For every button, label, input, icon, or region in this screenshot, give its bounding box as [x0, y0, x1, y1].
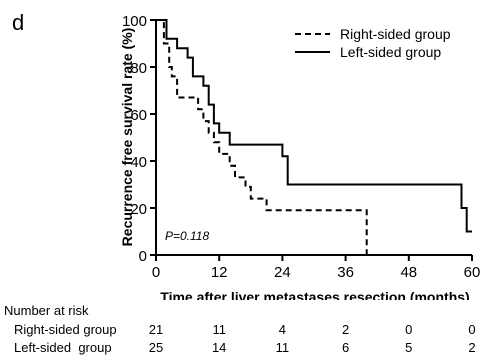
number-at-risk-title: Number at risk	[4, 303, 89, 318]
x-tick-label: 24	[274, 264, 291, 281]
y-tick-label: 0	[139, 248, 147, 265]
risk-row-label: Left-sided group	[14, 340, 112, 355]
y-tick-label: 40	[130, 154, 147, 171]
y-axis-label: Recurrence free survival rate (%)	[119, 28, 135, 247]
chart-series	[156, 19, 472, 255]
legend-label: Left-sided group	[340, 44, 441, 60]
series-line-left-sided	[156, 19, 472, 233]
risk-cell: 2	[341, 322, 350, 337]
survival-chart: 0 20 40 60 80 100 0 12 24 36 48 60 Right-sided grou…	[119, 13, 480, 300]
risk-cell: 25	[148, 340, 164, 355]
x-tick-label: 60	[464, 264, 481, 281]
risk-row-label: Right-sided group	[14, 322, 117, 337]
x-tick-label: 48	[400, 264, 417, 281]
risk-cell: 21	[148, 322, 164, 337]
risk-cell: 0	[405, 322, 413, 337]
x-tick-label: 12	[211, 264, 228, 281]
series-line-right-sided	[156, 19, 368, 255]
risk-cell: 2	[468, 340, 476, 355]
risk-cell: 11	[212, 322, 226, 337]
x-tick-label: 0	[152, 264, 160, 281]
risk-cell: 4	[278, 322, 287, 337]
chart-axes: 0 20 40 60 80 100 0 12 24 36 48 60	[122, 13, 480, 281]
y-tick-label: 60	[130, 107, 147, 124]
panel-letter: d	[12, 10, 25, 35]
chart-legend: Right-sided group Left-sided group	[295, 26, 451, 60]
risk-cell: 6	[341, 340, 350, 355]
y-tick-label: 80	[130, 60, 147, 77]
risk-cell: 5	[405, 340, 413, 355]
risk-cell: 14	[211, 340, 227, 355]
risk-cell: 11	[275, 340, 290, 355]
x-axis-label: Time after liver metastases resection (m…	[160, 289, 469, 300]
p-value-annotation: P=0.118	[165, 229, 209, 243]
y-tick-label: 100	[122, 13, 147, 30]
risk-cell: 0	[468, 322, 476, 337]
y-tick-label: 20	[130, 201, 147, 218]
legend-label: Right-sided group	[340, 26, 451, 42]
x-tick-label: 36	[337, 264, 354, 281]
